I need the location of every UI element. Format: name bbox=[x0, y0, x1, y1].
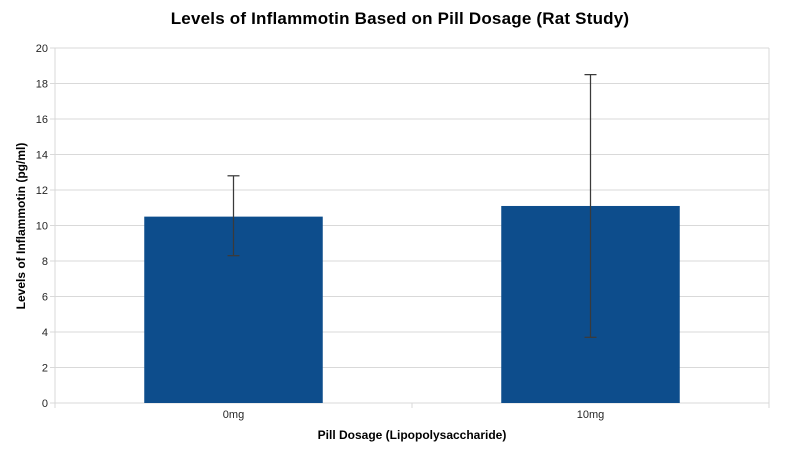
y-tick-label: 0 bbox=[42, 398, 48, 410]
x-category-label: 10mg bbox=[577, 409, 605, 421]
y-tick-label: 16 bbox=[36, 114, 48, 126]
y-tick-label: 8 bbox=[42, 256, 48, 268]
y-tick-label: 10 bbox=[36, 221, 48, 233]
y-tick-label: 12 bbox=[36, 185, 48, 197]
y-tick-label: 20 bbox=[36, 43, 48, 55]
y-tick-label: 18 bbox=[36, 79, 48, 91]
y-tick-label: 4 bbox=[42, 327, 48, 339]
chart-title: Levels of Inflammotin Based on Pill Dosa… bbox=[170, 9, 630, 28]
y-tick-label: 14 bbox=[36, 150, 48, 162]
y-tick-label: 2 bbox=[42, 363, 48, 375]
x-category-label: 0mg bbox=[223, 409, 244, 421]
x-axis-title: Pill Dosage (Lipopolysaccharide) bbox=[317, 428, 507, 442]
y-tick-label: 6 bbox=[42, 292, 48, 304]
